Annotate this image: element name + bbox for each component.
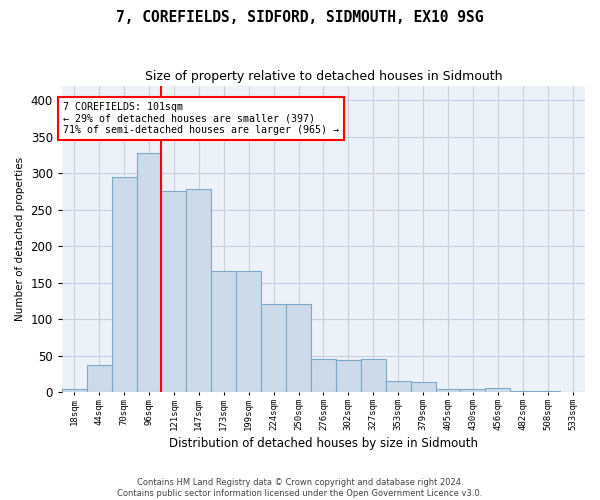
Bar (510, 391, 535, 392)
Bar (460, 388, 485, 392)
Bar (187, 189, 211, 392)
Bar (311, 358, 336, 392)
Text: 7, COREFIELDS, SIDFORD, SIDMOUTH, EX10 9SG: 7, COREFIELDS, SIDFORD, SIDMOUTH, EX10 9… (116, 10, 484, 25)
Bar (286, 304, 311, 392)
Bar (161, 192, 187, 392)
Bar (410, 382, 436, 392)
Bar (535, 391, 560, 392)
Text: 7 COREFIELDS: 101sqm
← 29% of detached houses are smaller (397)
71% of semi-deta: 7 COREFIELDS: 101sqm ← 29% of detached h… (63, 102, 339, 135)
Bar (386, 382, 410, 392)
Bar (211, 271, 236, 392)
Y-axis label: Number of detached properties: Number of detached properties (15, 157, 25, 321)
Bar (137, 152, 161, 392)
Bar (361, 360, 386, 392)
Bar (336, 360, 361, 392)
Bar (436, 388, 460, 392)
Bar (261, 304, 286, 392)
Bar (236, 271, 261, 392)
Bar (62, 390, 87, 392)
Title: Size of property relative to detached houses in Sidmouth: Size of property relative to detached ho… (145, 70, 502, 83)
Bar (485, 388, 510, 392)
Text: Contains HM Land Registry data © Crown copyright and database right 2024.
Contai: Contains HM Land Registry data © Crown c… (118, 478, 482, 498)
Bar (87, 364, 112, 392)
Bar (112, 177, 137, 392)
X-axis label: Distribution of detached houses by size in Sidmouth: Distribution of detached houses by size … (169, 437, 478, 450)
